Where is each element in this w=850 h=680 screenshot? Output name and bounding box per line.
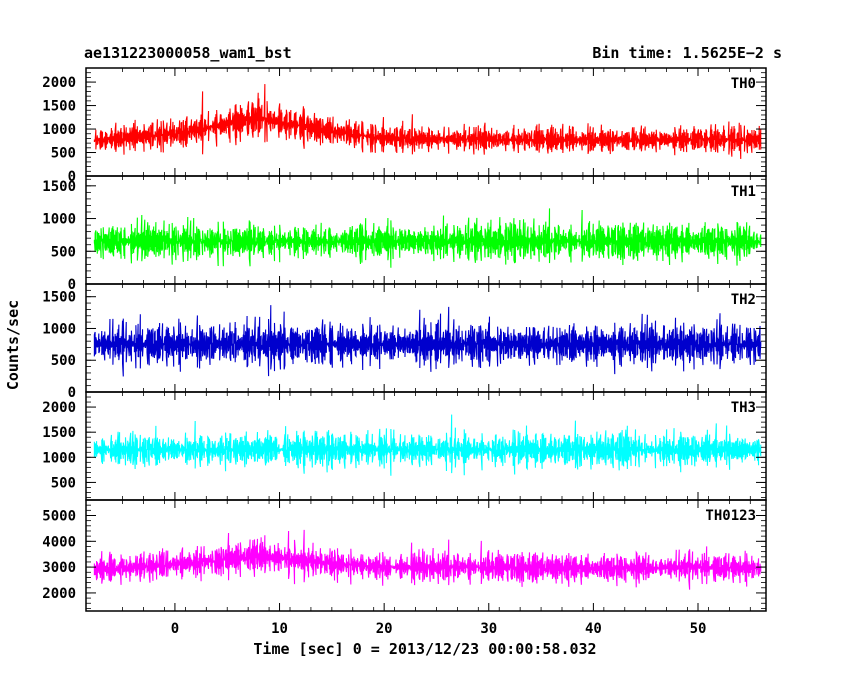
y-tick-label: 500: [51, 146, 76, 162]
panel-th0: 0 500 1000 1500 2000 TH0: [42, 67, 767, 185]
y-tick-label: 1500: [42, 179, 76, 195]
y-tick-label: 2000: [42, 586, 76, 602]
panel-label: TH0: [731, 76, 756, 92]
y-tick-label: 1000: [42, 212, 76, 228]
x-tick-label: 50: [690, 621, 707, 637]
x-tick-label: 10: [271, 621, 288, 637]
y-tick-label: 5000: [42, 508, 76, 524]
panel-frame: [85, 499, 767, 612]
figure-title: ae131223000058_wam1_bst: [84, 44, 292, 62]
series-th3: [93, 414, 762, 476]
y-tick-label: 1500: [42, 425, 76, 441]
x-tick-label: 0: [171, 621, 179, 637]
series-th0123: [93, 529, 762, 590]
panel-label: TH1: [731, 184, 756, 200]
y-axis-label: Counts/sec: [4, 299, 22, 391]
panel-th1: 0 500 1000 1500 TH1: [42, 175, 767, 293]
y-tick-label: 1000: [42, 321, 76, 337]
y-tick-label: 0: [68, 385, 76, 401]
y-tick-label: 3000: [42, 560, 76, 576]
y-tick-label: 4000: [42, 534, 76, 550]
y-tick-label: 500: [51, 475, 76, 491]
x-tick-label: 20: [376, 621, 393, 637]
y-tick-label: 500: [51, 244, 76, 260]
panel-frame: [85, 67, 767, 177]
series-th1: [93, 208, 762, 268]
y-tick-label: 1500: [42, 99, 76, 115]
y-tick-label: 500: [51, 353, 76, 369]
x-tick-label: 40: [585, 621, 602, 637]
panel-label: TH0123: [705, 508, 756, 524]
y-tick-label: 0: [68, 169, 76, 185]
y-tick-label: 2000: [42, 75, 76, 91]
y-tick-label: 0: [68, 277, 76, 293]
panel-th0123: 2000 3000 4000 5000 TH0123: [42, 499, 767, 612]
panel-label: TH2: [731, 292, 756, 308]
series-th2: [93, 305, 762, 377]
panel-label: TH3: [731, 400, 756, 416]
y-tick-label: 2000: [42, 400, 76, 416]
panel-th3: 500 1000 1500 2000 TH3: [42, 391, 767, 501]
y-tick-label: 1000: [42, 122, 76, 138]
bin-time-label: Bin time: 1.5625E−2 s: [592, 44, 782, 62]
y-tick-label: 1000: [42, 450, 76, 466]
series-th0: [93, 84, 762, 159]
y-tick-label: 1500: [42, 290, 76, 306]
panel-th2: 0 500 1000 1500 TH2: [42, 283, 767, 401]
x-tick-label: 30: [480, 621, 497, 637]
x-axis-label: Time [sec] 0 = 2013/12/23 00:00:58.032: [253, 640, 597, 658]
